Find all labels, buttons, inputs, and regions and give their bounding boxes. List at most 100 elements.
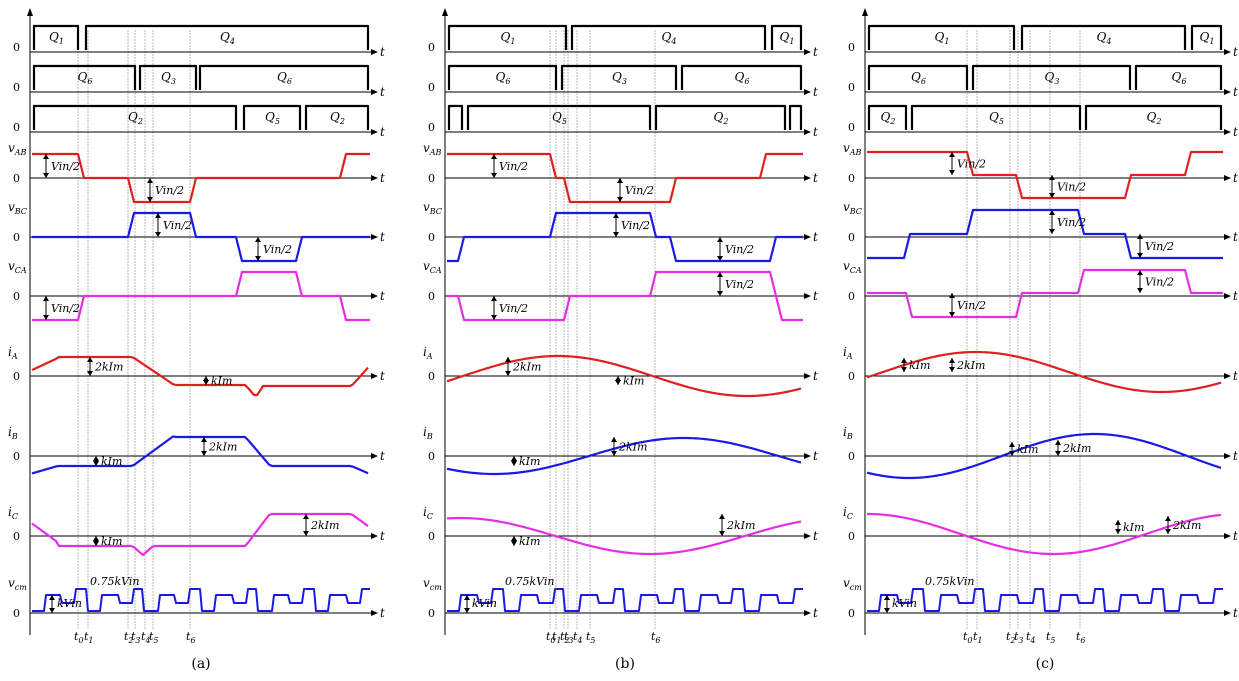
t-axis-label: t: [813, 449, 818, 463]
t-axis-arrow: [371, 373, 378, 379]
signal-label-vcm: vcm: [423, 576, 442, 592]
annotation-vin-half: Vin/2: [1057, 181, 1086, 194]
vertical-axis-arrow: [27, 8, 33, 16]
gate-pulse: [867, 24, 1016, 50]
gate-zero-label: 0: [428, 41, 435, 54]
current-annotations: 2kIm kIm 2kIm kIm kIm 2kIm: [505, 357, 755, 548]
gate-name-Q6: Q6: [496, 70, 511, 86]
annotation-current: kIm: [101, 455, 122, 468]
annotation-kvin: kVin: [57, 597, 82, 610]
waveform-vAB: [32, 152, 370, 204]
t-axis-arrow: [804, 453, 811, 459]
t-axis-arrow: [804, 49, 811, 55]
waveform-iB: [446, 436, 802, 476]
dimension-arrow: [717, 272, 723, 296]
voltage-annotations: Vin/2 Vin/2 Vin/2 Vin/2 Vin/2: [43, 154, 292, 320]
dimension-arrow: [901, 358, 907, 372]
annotation-current: kIm: [1017, 443, 1038, 456]
t-axis-arrow: [1224, 373, 1231, 379]
waveform-vBC: [447, 211, 803, 263]
dimension-arrow: [884, 595, 890, 613]
time-mark-t0: t0: [546, 630, 556, 645]
voltage-annotations: Vin/2 Vin/2 Vin/2 Vin/2 Vin/2 Vin/2: [491, 154, 754, 320]
gate-name-Q1: Q1: [935, 30, 950, 46]
t-axis-arrow: [1224, 453, 1231, 459]
t-axis-label: t: [813, 45, 818, 59]
annotation-current: 2kIm: [94, 361, 123, 374]
annotation-kvin: kVin: [892, 597, 917, 610]
gate-name-Q4: Q4: [1097, 30, 1112, 46]
annotation-vin-half: Vin/2: [621, 219, 650, 232]
annotation-current: 2kIm: [208, 441, 237, 454]
time-mark-t6: t6: [186, 630, 196, 645]
signal-label-iA: iA: [8, 345, 18, 361]
gate-name-Q1: Q1: [1200, 30, 1215, 46]
annotation-vin-half: Vin/2: [155, 184, 184, 197]
gate-name-Q1: Q1: [501, 30, 516, 46]
t-axis-arrow: [804, 89, 811, 95]
annotation-vin-half: Vin/2: [725, 278, 754, 291]
gate-zero-label: 0: [848, 41, 855, 54]
gate-name-Q3: Q3: [612, 70, 627, 86]
gate-pulse: [1134, 64, 1223, 90]
dimension-arrow: [491, 296, 497, 320]
gate-zero-label: 0: [428, 81, 435, 94]
t-axis-label: t: [1233, 606, 1238, 620]
zero-label: 0: [428, 450, 435, 463]
voltage-annotations: Vin/2 Vin/2 Vin/2 Vin/2 Vin/2 Vin/2: [949, 152, 1174, 317]
row-iA: iA 0 t: [423, 345, 818, 398]
t-axis-arrow: [371, 175, 378, 181]
annotation-vin-half: Vin/2: [51, 160, 80, 173]
dimension-arrow: [617, 178, 623, 202]
dimension-arrow: [1049, 210, 1055, 234]
row-vCA: vCA 0 t: [8, 259, 385, 322]
signal-label-vCA: vCA: [8, 259, 27, 275]
row-iB: iB 0 t: [423, 425, 818, 476]
row-vcm: vcm 0 t kVin 0.75kVin: [423, 575, 818, 620]
zero-label: 0: [428, 607, 435, 620]
t-axis-arrow: [1224, 175, 1231, 181]
annotation-vin-half: Vin/2: [51, 302, 80, 315]
zero-label: 0: [848, 607, 855, 620]
dimension-arrow: [1115, 520, 1121, 534]
time-mark-t4: t4: [1026, 630, 1036, 645]
t-axis-arrow: [371, 610, 378, 616]
gate-row-2: 0 t Q6 Q3 Q6: [13, 64, 385, 99]
gate-pulse: [32, 64, 137, 90]
annotation-vin-half: Vin/2: [625, 184, 654, 197]
time-mark-t3: t3: [131, 630, 141, 645]
t-axis-arrow: [804, 533, 811, 539]
dimension-arrow: [1165, 516, 1171, 534]
gate-name-Q2: Q2: [128, 110, 143, 126]
zero-label: 0: [428, 231, 435, 244]
t-axis-label: t: [1233, 125, 1238, 139]
dimension-arrow: [613, 213, 619, 237]
gate-pulse: [867, 104, 908, 130]
time-guides: [549, 30, 656, 630]
dimension-arrow: [719, 514, 725, 536]
t-axis-label: t: [1233, 230, 1238, 244]
time-guides: [966, 30, 1081, 630]
t-axis-label: t: [380, 171, 385, 185]
time-mark-t2: t2: [1006, 630, 1016, 645]
gate-row-3: 0 t Q5 Q2: [428, 104, 818, 139]
annotation-current: 2kIm: [512, 361, 541, 374]
t-axis-arrow: [804, 129, 811, 135]
voltage-waveforms: vAB 0 t vBC 0 t vCA 0 t: [8, 141, 385, 322]
time-mark-t1: t1: [973, 630, 983, 645]
zero-label: 0: [428, 290, 435, 303]
zero-label: 0: [848, 231, 855, 244]
zero-label: 0: [13, 370, 20, 383]
row-vBC: vBC 0 t: [423, 200, 818, 263]
dimension-arrow: [155, 213, 161, 237]
gate-pulse: [770, 24, 803, 50]
gate-pulse: [242, 104, 302, 130]
dimension-arrow: [464, 595, 470, 613]
signal-label-vAB: vAB: [843, 141, 862, 157]
gate-signals: 0 t Q1 Q4 0 t Q6 Q3 Q6 0 t Q2 Q5 Q2: [13, 24, 385, 139]
dimension-arrow: [1055, 440, 1061, 456]
annotation-current: kIm: [211, 375, 232, 388]
t-axis-label: t: [1233, 289, 1238, 303]
